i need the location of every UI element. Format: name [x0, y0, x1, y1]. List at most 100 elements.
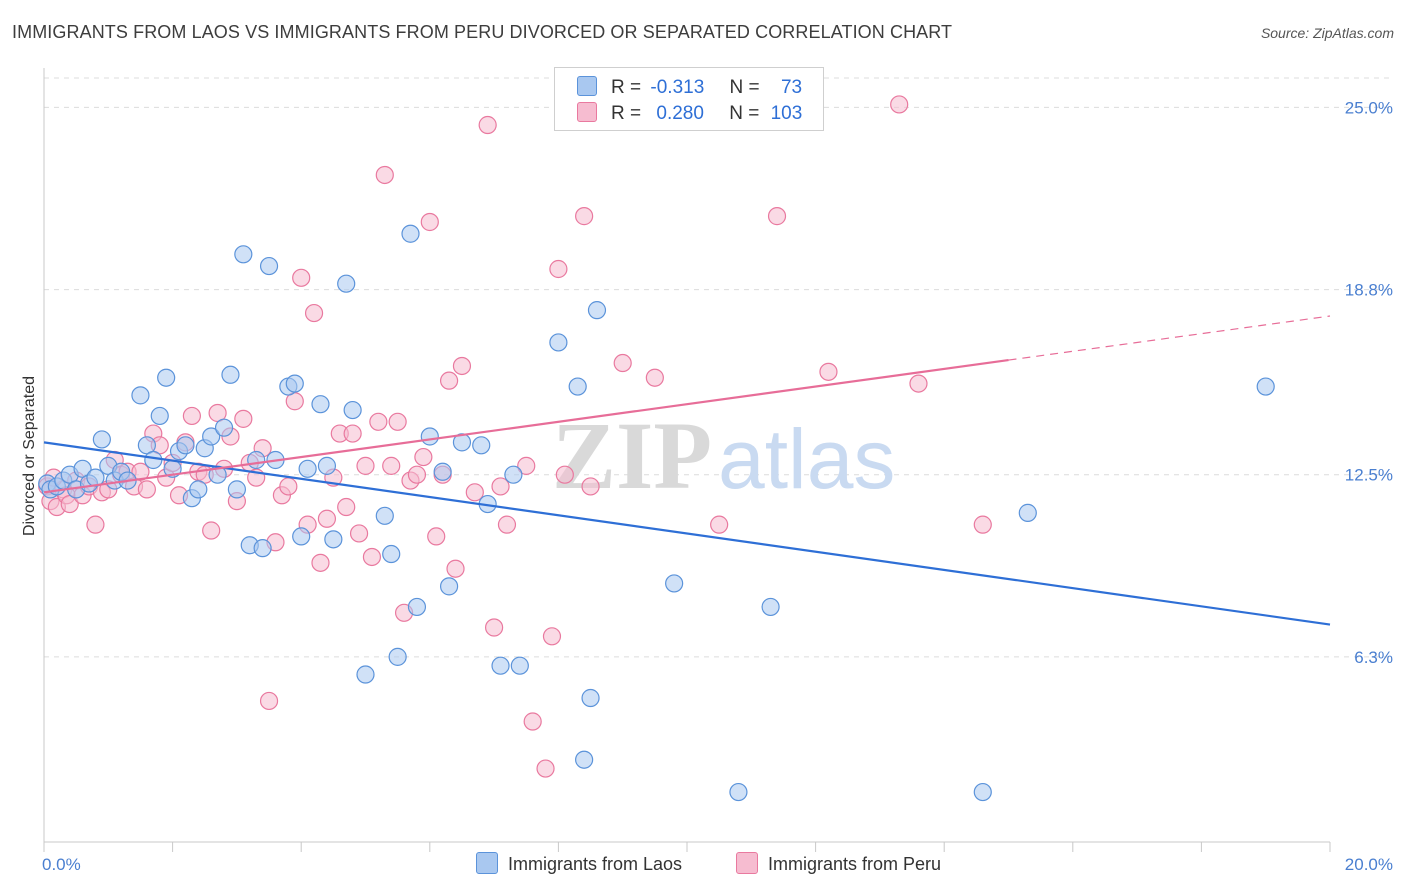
laos-point: [587, 301, 607, 320]
watermark-atlas: atlas: [718, 412, 895, 506]
peru-point: [343, 424, 362, 443]
laos-point: [317, 456, 337, 475]
legend-row-laos: R = -0.313 N = 73: [577, 76, 802, 100]
watermark-zip: ZIP: [552, 402, 712, 509]
peru-trend-line: [1008, 315, 1331, 361]
bottom-legend-peru: Immigrants from Peru: [736, 852, 941, 875]
laos-point: [285, 374, 304, 393]
peru-point: [259, 691, 279, 711]
x-tick-label: 20.0%: [1345, 855, 1393, 874]
peru-point: [890, 95, 909, 114]
laos-point: [337, 274, 356, 293]
peru-point: [182, 406, 201, 426]
source-note: Source: ZipAtlas.com: [1260, 25, 1394, 41]
laos-point: [581, 688, 600, 708]
legend-box: R = -0.313 N = 73 R = 0.280 N = 103: [554, 67, 824, 131]
peru-point: [292, 268, 311, 287]
laos-point: [729, 782, 748, 802]
y-tick-label: 25.0%: [1345, 98, 1393, 117]
peru-point: [581, 477, 600, 496]
legend-r-value-peru: 0.280: [656, 103, 704, 124]
peru-point: [536, 759, 555, 778]
bottom-legend-swatch-laos: [476, 852, 498, 874]
laos-point: [568, 377, 587, 396]
peru-point: [279, 477, 298, 496]
legend-row-peru: R = 0.280 N = 103: [577, 102, 802, 126]
laos-point: [382, 544, 401, 564]
laos-point: [189, 480, 208, 499]
laos-point: [259, 256, 279, 276]
peru-point: [523, 712, 542, 731]
bottom-legend-laos: Immigrants from Laos: [476, 852, 682, 875]
laos-point: [144, 450, 163, 470]
peru-point: [575, 207, 594, 226]
legend-n-value-laos: 73: [780, 77, 803, 98]
peru-point: [549, 259, 568, 279]
x-tick-label: 0.0%: [42, 855, 81, 874]
peru-point: [317, 509, 337, 528]
peru-point: [465, 483, 484, 502]
laos-point: [221, 365, 240, 384]
legend-r-value-laos: -0.313: [650, 77, 705, 98]
peru-point: [491, 477, 510, 496]
axes: [43, 68, 1331, 852]
chart-title: IMMIGRANTS FROM LAOS VS IMMIGRANTS FROM …: [12, 22, 953, 42]
laos-point: [472, 436, 491, 455]
laos-point: [311, 395, 330, 414]
laos-point: [549, 333, 568, 352]
peru-point: [362, 547, 382, 567]
x-tick-labels: 0.0% 20.0%: [42, 855, 1393, 874]
peru-point: [439, 371, 459, 390]
y-tick-labels: 6.3% 12.5% 18.8% 25.0%: [1345, 98, 1393, 666]
grid-lines: [44, 77, 1390, 658]
legend-r-label: R =: [611, 77, 642, 98]
bottom-legend-label-laos: Immigrants from Laos: [508, 854, 683, 874]
peru-point: [382, 456, 401, 475]
peru-point: [767, 207, 787, 226]
laos-point: [202, 427, 221, 446]
peru-point: [311, 553, 330, 572]
laos-point: [343, 400, 362, 420]
peru-point: [710, 515, 729, 534]
laos-point: [491, 656, 510, 675]
y-tick-label: 18.8%: [1345, 281, 1393, 300]
laos-point: [253, 539, 272, 558]
laos-point: [227, 480, 246, 499]
laos-point: [1018, 503, 1037, 522]
laos-point: [356, 665, 375, 684]
y-axis-label: Divorced or Separated: [21, 376, 38, 536]
peru-point: [452, 356, 472, 376]
peru-point: [369, 412, 388, 431]
bottom-legend-label-peru: Immigrants from Peru: [768, 854, 942, 874]
peru-point: [375, 165, 394, 185]
laos-point: [504, 465, 523, 484]
legend-n-label: N =: [729, 103, 760, 124]
peru-point: [388, 412, 407, 431]
laos-point: [401, 224, 420, 243]
laos-point: [176, 436, 195, 455]
peru-point: [202, 521, 221, 540]
peru-point: [973, 515, 992, 534]
y-tick-label: 6.3%: [1354, 648, 1393, 667]
laos-point: [234, 245, 253, 264]
peru-point: [131, 462, 150, 481]
laos-point: [761, 597, 780, 617]
peru-trend-line: [43, 359, 1009, 494]
peru-point: [414, 447, 433, 467]
legend-n-value-peru: 103: [770, 103, 803, 124]
peru-point: [86, 515, 105, 534]
peru-point: [420, 212, 439, 232]
peru-point: [517, 456, 536, 475]
series-laos-points: [38, 224, 1275, 802]
peru-point: [337, 497, 356, 517]
peru-point: [349, 524, 369, 543]
laos-trend-line: [43, 441, 1331, 626]
bottom-legend-swatch-peru: [736, 852, 758, 874]
peru-point: [356, 456, 375, 475]
laos-point: [92, 430, 111, 449]
laos-point: [298, 459, 317, 478]
laos-point: [1256, 377, 1275, 396]
laos-point: [157, 368, 176, 387]
legend-n-label: N =: [729, 77, 760, 98]
